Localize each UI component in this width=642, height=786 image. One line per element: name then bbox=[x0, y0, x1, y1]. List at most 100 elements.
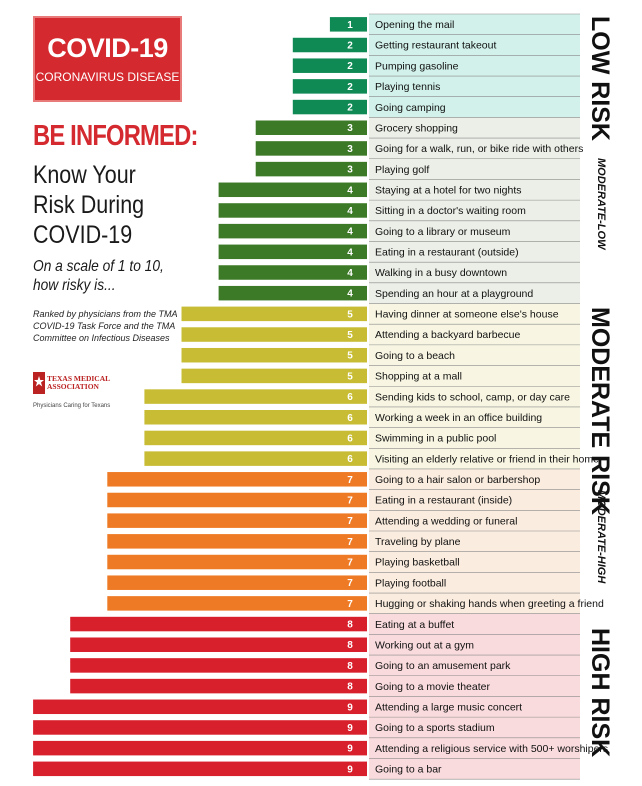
tma-tagline: Physicians Caring for Texans bbox=[33, 403, 111, 409]
risk-column-row bbox=[580, 55, 642, 77]
label-band-row bbox=[369, 510, 580, 531]
label-band-row bbox=[369, 96, 580, 118]
label-band-row bbox=[369, 220, 580, 242]
risk-value-label: 3 bbox=[347, 165, 353, 176]
label-band-row bbox=[369, 282, 580, 304]
label-band-row bbox=[369, 241, 580, 263]
risk-value-label: 6 bbox=[347, 454, 353, 465]
risk-column-row bbox=[580, 758, 642, 780]
risk-bar bbox=[255, 141, 367, 156]
risk-column-row bbox=[580, 138, 642, 159]
label-band-row bbox=[369, 717, 580, 738]
risk-bar bbox=[107, 534, 368, 549]
activity-label: Eating in a restaurant (inside) bbox=[375, 495, 512, 507]
activity-label: Going to a hair salon or barbershop bbox=[375, 474, 540, 486]
label-band-row bbox=[369, 737, 580, 759]
risk-bar bbox=[218, 265, 367, 280]
risk-value-label: 3 bbox=[347, 123, 353, 134]
label-band-row bbox=[369, 634, 580, 656]
risk-column-row bbox=[580, 179, 642, 201]
risk-bar bbox=[107, 472, 368, 487]
risk-column-row bbox=[580, 14, 642, 35]
texas-star-icon bbox=[33, 372, 45, 394]
risk-column-row bbox=[580, 158, 642, 180]
headline: BE INFORMED: bbox=[33, 120, 198, 152]
label-band-row bbox=[369, 655, 580, 676]
activity-label: Opening the mail bbox=[375, 19, 454, 31]
risk-column-row bbox=[580, 572, 642, 594]
risk-value-label: 7 bbox=[347, 495, 353, 506]
activity-label: Attending a backyard barbecue bbox=[375, 329, 521, 341]
risk-column-row bbox=[580, 510, 642, 531]
activity-label: Grocery shopping bbox=[375, 122, 458, 134]
scale-subtitle: On a scale of 1 to 10, how risky is... bbox=[33, 258, 164, 294]
risk-column-row bbox=[580, 76, 642, 97]
activity-label: Walking in a busy downtown bbox=[375, 267, 507, 279]
risk-column-row bbox=[580, 737, 642, 759]
risk-column-row bbox=[580, 655, 642, 676]
activity-label: Visiting an elderly relative or friend i… bbox=[375, 453, 599, 465]
risk-value-label: 6 bbox=[347, 433, 353, 444]
risk-value-label: 7 bbox=[347, 599, 353, 610]
activity-label: Attending a large music concert bbox=[375, 701, 522, 713]
risk-column-row bbox=[580, 551, 642, 573]
risk-column-row bbox=[580, 200, 642, 221]
band-label-moderate-risk: MODERATE RISK bbox=[586, 307, 614, 515]
risk-value-label: 2 bbox=[347, 41, 353, 52]
risk-bar bbox=[255, 161, 367, 177]
risk-column-row bbox=[580, 344, 642, 366]
band-label-low-risk: LOW RISK bbox=[586, 16, 614, 141]
activity-label: Going to a bar bbox=[375, 764, 442, 776]
risk-bar bbox=[107, 554, 368, 570]
risk-value-label: 5 bbox=[347, 371, 353, 382]
risk-value-label: 7 bbox=[347, 475, 353, 486]
tma-name-line1: TEXAS MEDICAL bbox=[47, 374, 111, 383]
risk-column-row bbox=[580, 96, 642, 118]
header-subtitle: CORONAVIRUS DISEASE bbox=[35, 70, 180, 84]
risk-bar bbox=[70, 658, 367, 673]
risk-column-row bbox=[580, 282, 642, 304]
activity-label: Staying at a hotel for two nights bbox=[375, 184, 522, 196]
risk-value-label: 4 bbox=[347, 206, 353, 217]
risk-column-row bbox=[580, 593, 642, 614]
risk-value-label: 7 bbox=[347, 558, 353, 569]
risk-column-row bbox=[580, 468, 642, 490]
tma-name-line2: ASSOCIATION bbox=[47, 382, 99, 391]
label-band-row bbox=[369, 200, 580, 221]
risk-bar bbox=[33, 740, 367, 756]
activity-label: Going for a walk, run, or bike ride with… bbox=[375, 143, 583, 155]
activity-label: Eating in a restaurant (outside) bbox=[375, 247, 519, 259]
risk-column-row bbox=[580, 34, 642, 56]
label-band-row bbox=[369, 158, 580, 180]
risk-bar bbox=[218, 223, 367, 239]
activity-label: Going camping bbox=[375, 102, 446, 114]
activity-label: Pumping gasoline bbox=[375, 60, 459, 72]
activity-label: Working a week in an office building bbox=[375, 412, 542, 424]
band-label-high-risk: HIGH RISK bbox=[586, 628, 614, 758]
risk-bar bbox=[181, 368, 367, 384]
label-band-row bbox=[369, 34, 580, 56]
risk-value-label: 7 bbox=[347, 537, 353, 548]
risk-value-label: 8 bbox=[347, 640, 353, 651]
risk-column-row bbox=[580, 448, 642, 469]
risk-bar bbox=[33, 699, 367, 715]
risk-bar bbox=[181, 347, 367, 363]
activity-label: Sending kids to school, camp, or day car… bbox=[375, 391, 570, 403]
header-title: COVID-19 bbox=[47, 33, 168, 63]
label-band-row bbox=[369, 344, 580, 366]
activity-label: Sitting in a doctor's waiting room bbox=[375, 205, 526, 217]
risk-column-row bbox=[580, 117, 642, 139]
label-band-row bbox=[369, 262, 580, 283]
risk-bar bbox=[144, 410, 367, 425]
risk-column-row bbox=[580, 717, 642, 738]
risk-bar bbox=[329, 17, 367, 32]
risk-value-label: 4 bbox=[347, 227, 353, 238]
main-title: Know Your Risk During COVID-19 bbox=[33, 161, 145, 249]
risk-column-row bbox=[580, 241, 642, 263]
risk-value-label: 8 bbox=[347, 620, 353, 631]
risk-value-label: 6 bbox=[347, 392, 353, 403]
risk-bar bbox=[181, 327, 367, 342]
risk-value-label: 1 bbox=[347, 20, 353, 31]
label-band-row bbox=[369, 386, 580, 407]
